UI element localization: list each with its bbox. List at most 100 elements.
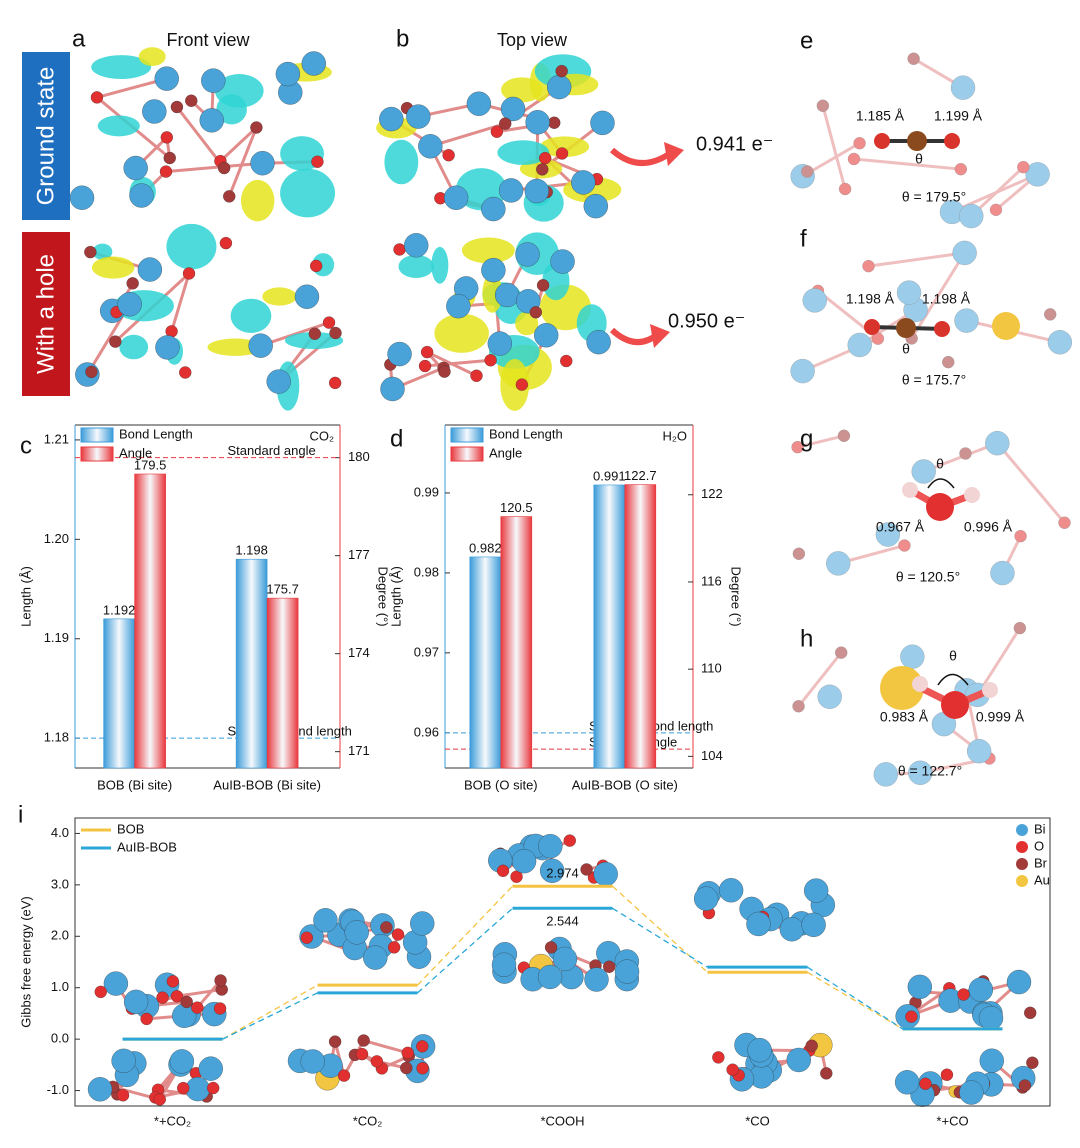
panel-letter: c: [20, 432, 32, 459]
atom-legend-icon: [1016, 841, 1028, 853]
atom: [718, 878, 744, 903]
atom: [537, 964, 563, 990]
atom: [907, 974, 932, 1000]
bond-length: 0.996 Å: [964, 519, 1013, 535]
isosurface: [500, 359, 530, 411]
atom: [496, 864, 510, 877]
atom: [959, 203, 984, 229]
atom: [912, 676, 928, 692]
reference-label: Standard angle: [228, 443, 316, 458]
atom: [1014, 530, 1027, 543]
structure: [790, 52, 1050, 229]
atom: [404, 233, 429, 258]
atom: [328, 376, 342, 390]
structure: [69, 47, 336, 222]
atom: [978, 1005, 1004, 1031]
bond: [176, 988, 222, 998]
value-label: 179.5: [134, 457, 167, 472]
legend-swatch: [450, 427, 484, 443]
isosurface: [166, 223, 217, 270]
bar: [103, 618, 135, 769]
panel-letter: h: [800, 625, 813, 652]
atom: [816, 99, 830, 112]
bar: [469, 556, 502, 769]
atom: [896, 280, 922, 305]
structure-renders: [69, 47, 1073, 1107]
atom: [792, 547, 806, 560]
isosurface: [501, 77, 543, 103]
atom: [926, 493, 954, 521]
atom: [985, 431, 1010, 456]
atom: [540, 858, 565, 883]
isosurface: [91, 55, 152, 80]
atom: [300, 931, 313, 944]
angle-label: θ = 122.7°: [898, 763, 962, 779]
bar: [235, 558, 268, 769]
structure: [694, 878, 835, 942]
atom: [155, 335, 180, 360]
atom: [140, 1012, 153, 1026]
value-label: 2.974: [546, 866, 579, 881]
structure: [376, 54, 622, 222]
atom: [250, 151, 275, 176]
atom: [941, 691, 969, 719]
y2-axis-label: Degree (°): [729, 566, 744, 626]
bar: [593, 484, 626, 769]
atom: [169, 1049, 195, 1074]
y-tick-label: 0.98: [414, 564, 439, 579]
atom: [84, 245, 97, 259]
atom: [911, 459, 936, 484]
bond: [170, 273, 191, 332]
panel-letter: g: [800, 425, 813, 452]
structure: [712, 1032, 833, 1092]
bond-length: 0.967 Å: [876, 519, 925, 535]
value-label: 0.991: [593, 468, 626, 483]
y2-tick-label: 180: [348, 449, 370, 464]
atom: [179, 366, 192, 379]
atom: [166, 975, 180, 988]
isosurface: [214, 74, 264, 108]
structure: [287, 1034, 436, 1091]
y2-tick-label: 174: [348, 645, 370, 660]
atom: [213, 1002, 227, 1015]
atom: [908, 760, 933, 785]
value-label: 175.7: [266, 582, 299, 597]
atom: [583, 193, 608, 219]
plot-frame: [74, 817, 1051, 1107]
isosurface: [138, 47, 166, 66]
atom: [835, 646, 848, 659]
structure: [488, 833, 618, 887]
atom: [214, 974, 227, 987]
atom: [907, 131, 927, 151]
atom: [950, 75, 976, 100]
atom: [329, 326, 342, 340]
atom: [401, 1046, 414, 1060]
bond-length: 0.999 Å: [976, 709, 1025, 725]
atom: [69, 185, 95, 210]
atom: [979, 1048, 1004, 1073]
structure: [299, 908, 435, 970]
atom: [163, 151, 176, 165]
atom: [494, 282, 520, 308]
angle-label: θ = 179.5°: [902, 189, 966, 205]
bar: [134, 473, 166, 769]
bond-length: 1.185 Å: [856, 108, 905, 124]
value-label: 1.198: [235, 543, 268, 558]
atom: [207, 1081, 220, 1095]
value-label: 0.982: [469, 540, 502, 555]
value-label: 1.192: [103, 602, 136, 617]
y2-tick-label: 177: [348, 547, 370, 562]
atom: [790, 358, 815, 384]
y-tick-label: 1.21: [44, 431, 69, 446]
atom: [491, 952, 517, 977]
atom-legend-label: O: [1034, 838, 1044, 853]
x-tick-label: BOB (O site): [464, 777, 538, 792]
atom: [944, 133, 960, 149]
structure: [380, 232, 611, 411]
atom: [515, 378, 529, 391]
atom: [593, 861, 618, 887]
atom: [838, 182, 852, 196]
panel-letter: f: [800, 225, 807, 252]
isosurface: [431, 246, 449, 284]
atom: [129, 183, 154, 208]
